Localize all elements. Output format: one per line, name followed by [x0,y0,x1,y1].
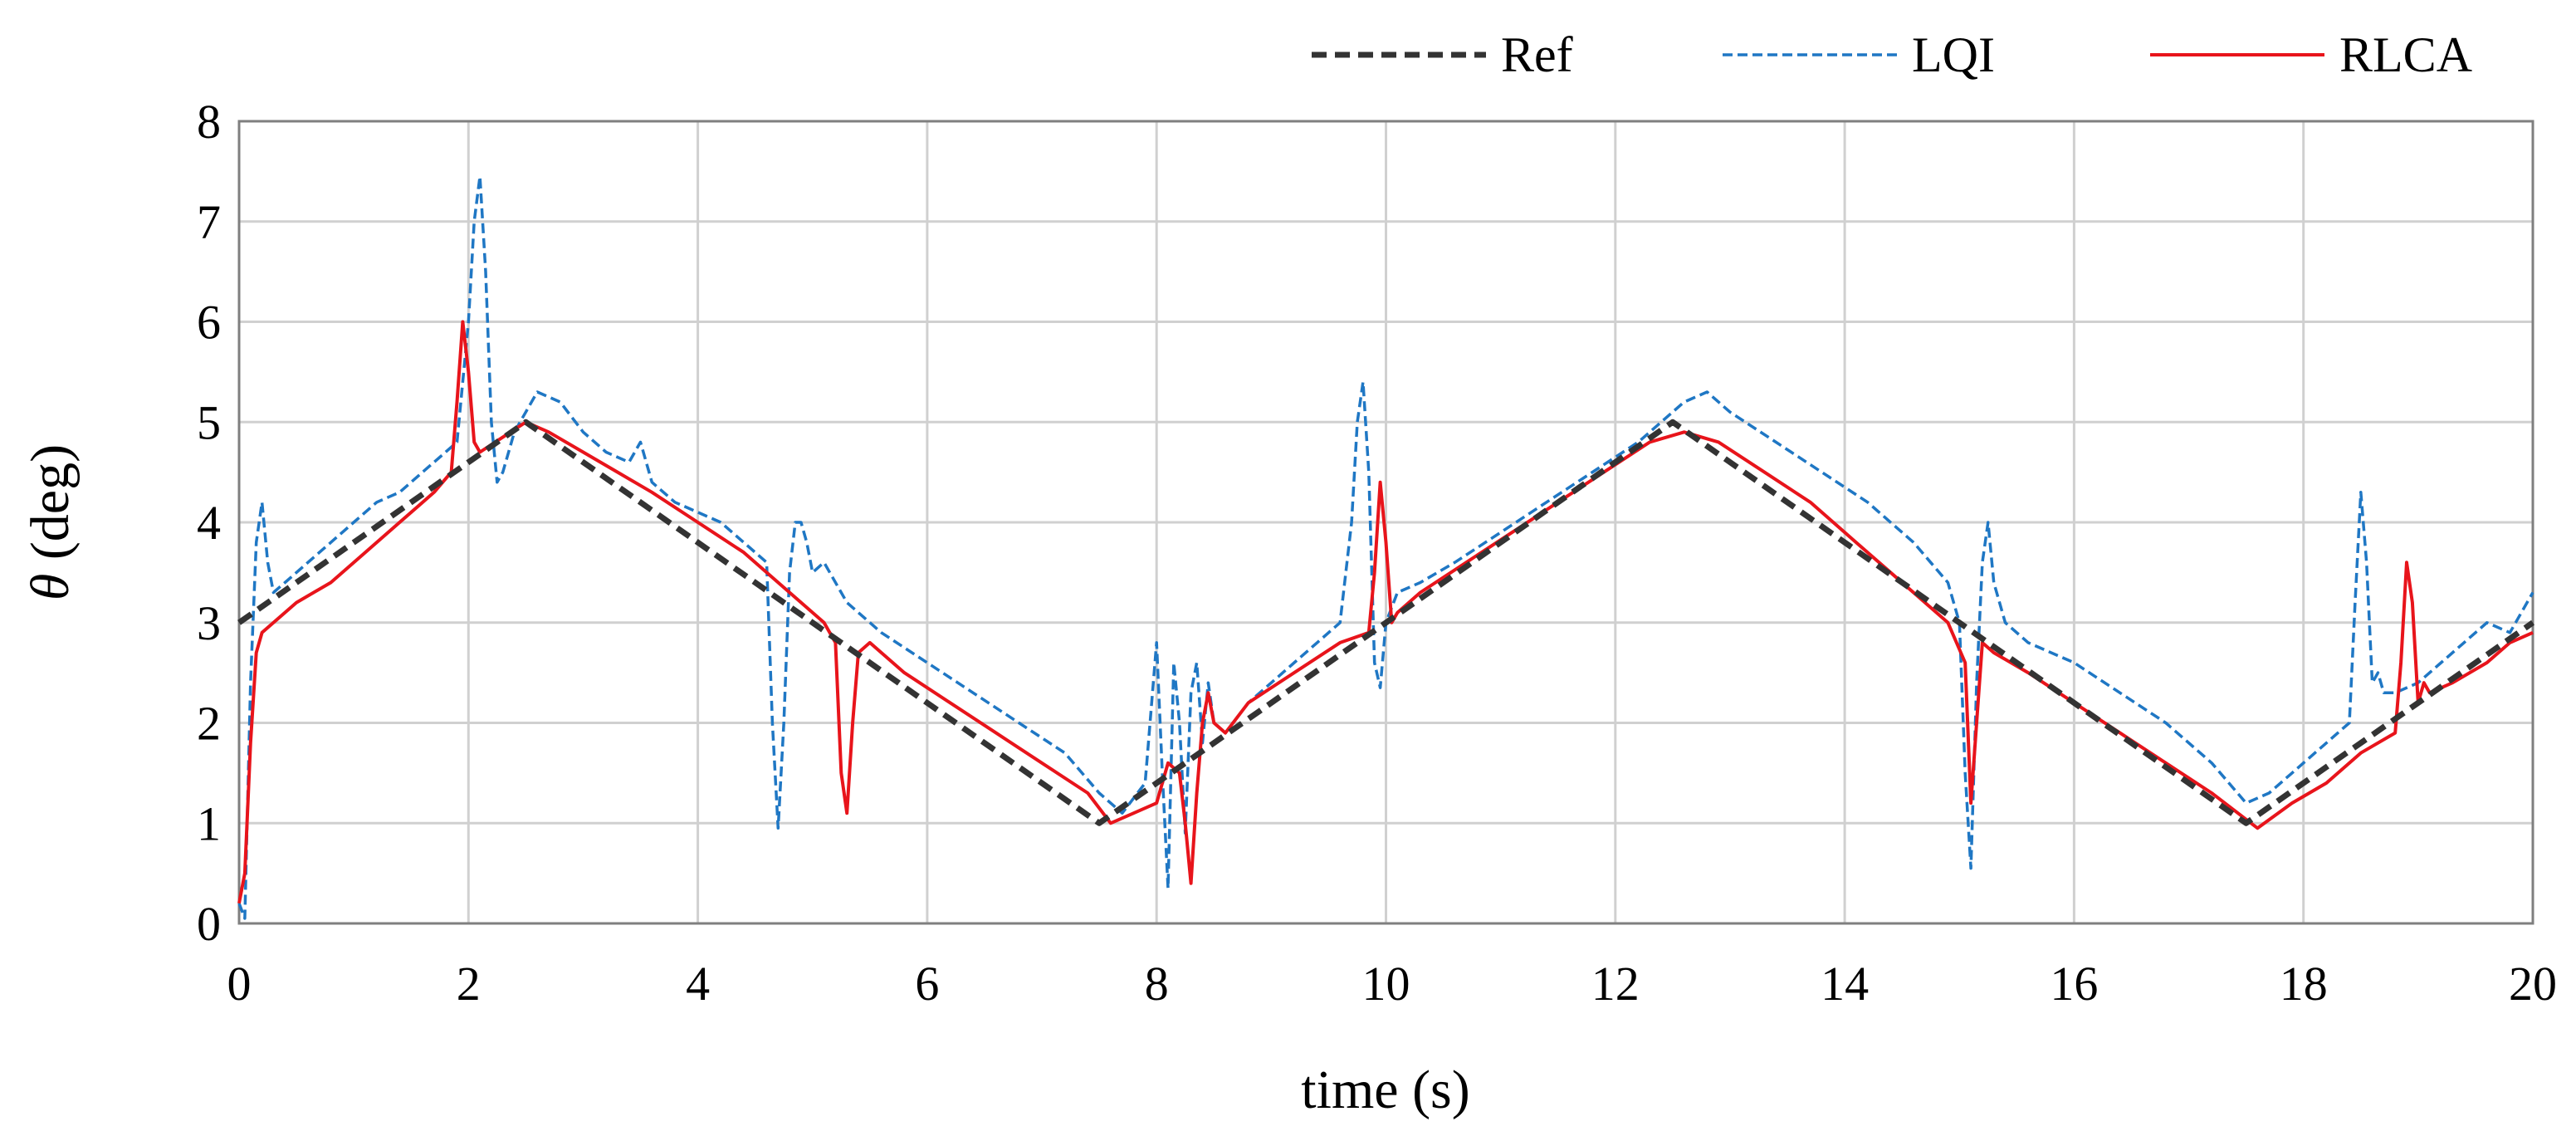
legend-label-rlca: RLCA [2339,27,2472,82]
gridlines [239,121,2533,923]
x-tick-label: 14 [1821,957,1869,1011]
y-tick-labels: 0 1 2 3 4 5 6 7 8 [197,95,221,951]
x-tick-label: 8 [1145,957,1169,1011]
y-tick-label: 0 [197,897,221,951]
x-tick-label: 0 [227,957,252,1011]
x-tick-label: 18 [2280,957,2328,1011]
legend-label-ref: Ref [1501,27,1573,82]
legend: Ref LQI RLCA [1312,27,2472,82]
y-tick-label: 6 [197,296,221,350]
x-tick-label: 4 [686,957,710,1011]
y-tick-label: 7 [197,195,221,249]
y-tick-label: 3 [197,596,221,650]
y-tick-label: 2 [197,697,221,751]
series-lines [237,174,2535,920]
x-tick-label: 2 [457,957,481,1011]
series-line-rlca [237,320,2534,904]
x-tick-labels: 0 2 4 6 8 10 12 14 16 18 20 [227,957,2558,1011]
y-tick-label: 4 [197,496,221,550]
x-tick-label: 20 [2509,957,2557,1011]
legend-label-lqi: LQI [1912,27,1995,82]
y-tick-label: 1 [197,796,221,850]
plot-area [237,120,2534,925]
y-axis-symbol: θ [20,574,81,600]
y-axis-unit: (deg) [20,444,81,574]
x-tick-label: 10 [1362,957,1410,1011]
series-line-ref [237,419,2535,826]
x-tick-label: 16 [2050,957,2098,1011]
x-axis-title: time (s) [1301,1060,1469,1120]
x-tick-label: 6 [915,957,939,1011]
y-axis-title: θ (deg) [20,444,81,600]
y-tick-label: 5 [197,395,221,449]
y-tick-label: 8 [197,95,221,149]
x-tick-label: 12 [1591,957,1640,1011]
